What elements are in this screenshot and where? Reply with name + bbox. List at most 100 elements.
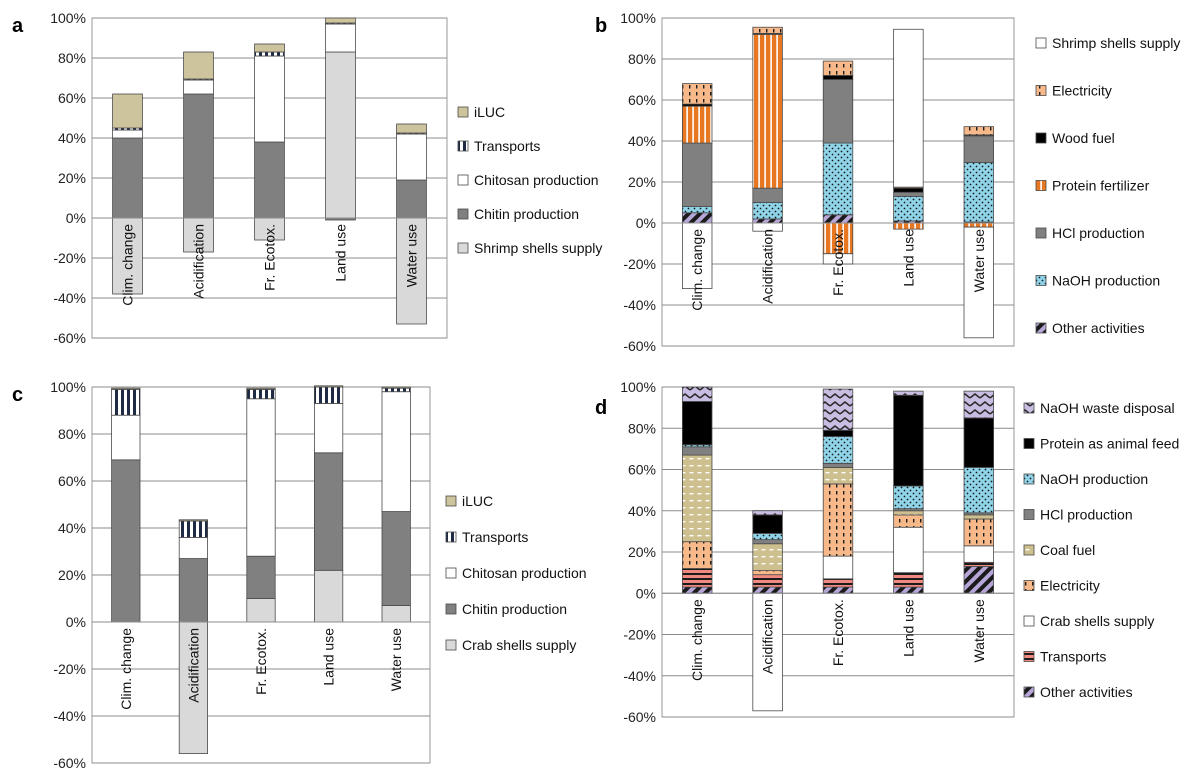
y-tick-label: 100%: [620, 10, 656, 26]
legend-label: iLUC: [462, 493, 493, 509]
y-tick-label: 0%: [636, 215, 656, 231]
chart-panel-a: a -60% -40% -20% 0% 20% 40% 60% 80% 100% Clim. cha…: [12, 10, 602, 346]
legend-swatch: [1035, 275, 1047, 286]
bar-segment-hcl-production: [682, 446, 713, 456]
legend-label: Other activities: [1052, 320, 1145, 336]
bar-segment-naoh-production: [822, 142, 854, 216]
bar-segment-naoh-production: [963, 162, 994, 223]
x-tick-label: Acidification: [760, 229, 776, 304]
bar-segment-electricity: [822, 483, 854, 557]
x-tick-label: Clim. change: [118, 628, 134, 710]
legend-label: HCl production: [1040, 507, 1133, 523]
y-tick-label: -60%: [623, 338, 656, 354]
bar-segment-crab-shells-supply: [314, 569, 344, 623]
bar-segment-naoh-waste-disposal: [752, 510, 783, 516]
legend-swatch: [1023, 402, 1035, 414]
bar-segment-naoh-production: [752, 533, 783, 541]
x-tick-label: Acidification: [185, 628, 201, 703]
bar-segment-naoh-production: [893, 195, 924, 222]
bar-segment-other-activities: [963, 566, 994, 594]
y-tick-label: -40%: [623, 668, 656, 684]
y-tick-label: 40%: [58, 130, 86, 146]
y-tick-label: -40%: [53, 290, 86, 306]
legend-label: Chitin production: [474, 206, 579, 222]
x-tick-label: Land use: [333, 224, 349, 282]
y-tick-label: 0%: [66, 210, 86, 226]
legend-swatch: [1035, 85, 1047, 96]
bar-segment-chitosan-production: [112, 129, 143, 139]
bar-segment-chitin-production: [183, 93, 214, 219]
y-tick-label: 60%: [628, 462, 656, 478]
bar-segment-iluc: [381, 386, 411, 389]
legend-swatch: [1023, 580, 1035, 591]
legend-label: NaOH production: [1052, 273, 1160, 289]
y-tick-label: 20%: [628, 174, 656, 190]
legend-label: Transports: [462, 529, 528, 545]
bar-segment-naoh-production: [893, 485, 924, 510]
legend-swatch: [445, 531, 457, 543]
bar-segment-iluc: [325, 17, 356, 24]
chart-panel-d: d -60% -40% -20% 0% 20% 40% 60% 80% 100% Clim. cha…: [595, 379, 1179, 725]
bar-segment-naoh-production: [822, 436, 854, 464]
bar-segment-naoh-waste-disposal: [682, 386, 713, 402]
bar-segment-chitin-production: [246, 555, 276, 599]
bar-segment-coal-fuel: [752, 543, 783, 571]
bar-segment-protein-as-animal-feed: [682, 401, 713, 446]
bar-segment-electricity: [963, 518, 994, 547]
legend-swatch: [1035, 180, 1047, 191]
bar-segment-chitosan-production: [183, 79, 214, 95]
bar-segment-iluc: [314, 385, 344, 388]
legend-label: Chitin production: [462, 601, 567, 617]
legend-label: Shrimp shells supply: [474, 240, 602, 256]
legend-label: NaOH waste disposal: [1040, 400, 1175, 416]
y-tick-label: 100%: [50, 379, 86, 395]
bar-segment-protein-as-animal-feed: [963, 417, 994, 468]
panel-label: a: [12, 15, 24, 37]
y-tick-label: -40%: [623, 297, 656, 313]
legend-label: Chitosan production: [474, 172, 599, 188]
legend-label: Crab shells supply: [462, 637, 576, 653]
y-tick-label: 80%: [58, 50, 86, 66]
bar-segment-iluc: [246, 387, 276, 390]
bar-segment-protein-as-animal-feed: [893, 394, 924, 487]
legend-label: Chitosan production: [462, 565, 587, 581]
bar-segment-hcl-production: [752, 539, 783, 545]
y-tick-label: 40%: [628, 133, 656, 149]
legend-label: Crab shells supply: [1040, 613, 1154, 629]
bar-segment-chitosan-production: [111, 414, 141, 461]
legend-label: Other activities: [1040, 684, 1133, 700]
y-tick-label: 100%: [50, 10, 86, 26]
bar-segment-naoh-waste-disposal: [893, 390, 924, 396]
legend-swatch: [1023, 686, 1035, 698]
bar-segment-other-activities: [682, 586, 713, 594]
y-tick-label: 0%: [66, 614, 86, 630]
legend-swatch: [1023, 438, 1035, 449]
bar-segment-other-activities: [822, 214, 854, 224]
bar-segment-chitin-production: [381, 511, 411, 606]
bar-segment-wood-fuel: [822, 75, 854, 80]
x-tick-label: Water use: [404, 224, 420, 287]
bar-segment-chitosan-production: [396, 133, 427, 181]
bar-segment-shrimp-shells-supply: [963, 226, 994, 339]
legend-swatch: [445, 495, 457, 507]
bar-segment-chitin-production: [254, 141, 285, 219]
bar-segment-other-activities: [822, 586, 854, 594]
legend-label: Electricity: [1052, 83, 1112, 99]
bar-segment-shrimp-shells-supply: [822, 253, 854, 265]
bar-segment-electricity: [682, 541, 713, 569]
legend-swatch: [445, 639, 457, 651]
bar-segment-transports: [963, 561, 994, 567]
y-tick-label: 20%: [58, 170, 86, 186]
bar-segment-electricity: [682, 83, 713, 105]
bar-segment-wood-fuel: [893, 187, 924, 193]
bar-segment-protein-fertilizer: [893, 222, 924, 230]
legend-label: Coal fuel: [1040, 542, 1095, 558]
legend-swatch: [1023, 651, 1035, 662]
legend-label: Shrimp shells supply: [1052, 35, 1180, 51]
y-tick-label: 80%: [628, 420, 656, 436]
bar-segment-protein-as-animal-feed: [822, 429, 854, 437]
bar-segment-crab-shells-supply: [381, 605, 411, 623]
bar-segment-electricity: [752, 26, 783, 34]
x-tick-label: Fr. Ecotox.: [262, 224, 278, 291]
legend-swatch: [1035, 322, 1047, 334]
